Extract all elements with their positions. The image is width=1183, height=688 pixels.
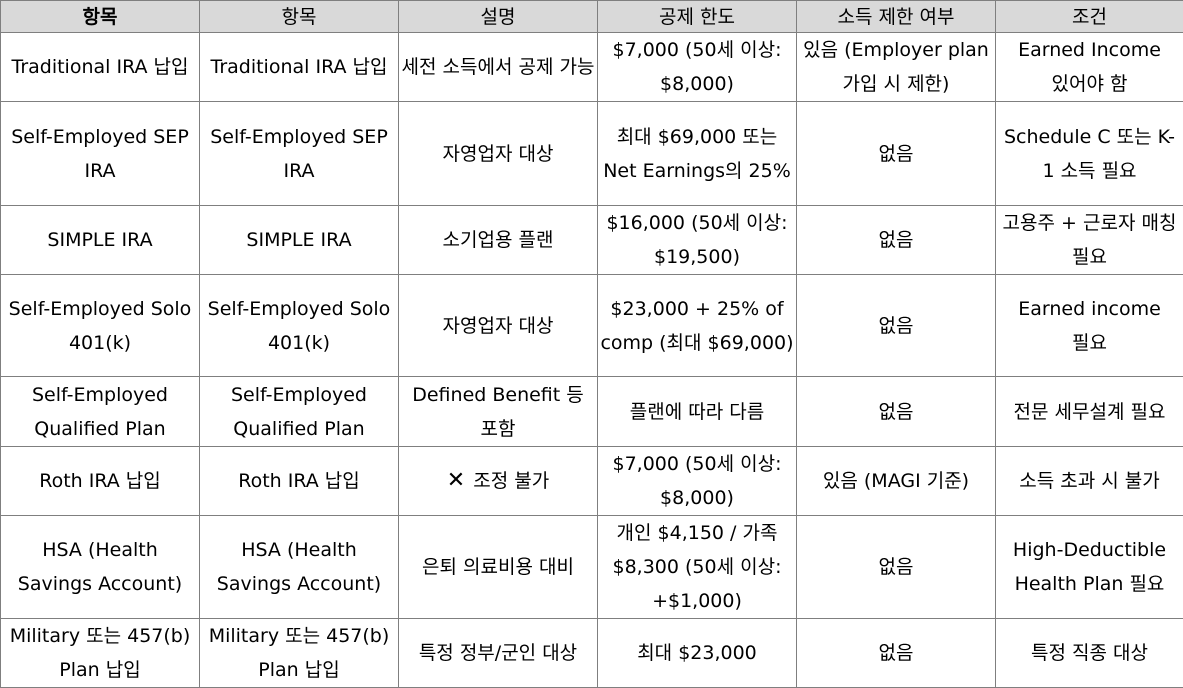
cell-income-limit: 없음 xyxy=(797,102,996,206)
cell-item: SIMPLE IRA xyxy=(1,206,200,275)
header-row: 항목 항목 설명 공제 한도 소득 제한 여부 조건 xyxy=(1,1,1183,33)
table-row: HSA (Health Savings Account) HSA (Health… xyxy=(1,516,1183,619)
cell-item: Military 또는 457(b) Plan 납입 xyxy=(200,619,399,688)
cell-item: Self-Employed Solo 401(k) xyxy=(200,275,399,377)
cell-item: Self-Employed Qualified Plan xyxy=(1,377,200,447)
cell-description: 은퇴 의료비용 대비 xyxy=(399,516,598,619)
cell-income-limit: 있음 (MAGI 기준) xyxy=(797,447,996,516)
cell-condition: 소득 초과 시 불가 xyxy=(996,447,1183,516)
cell-description: 특정 정부/군인 대상 xyxy=(399,619,598,688)
cell-description: 자영업자 대상 xyxy=(399,102,598,206)
cell-condition: Earned income 필요 xyxy=(996,275,1183,377)
header-item: 항목 xyxy=(200,1,399,33)
table-row: Roth IRA 납입 Roth IRA 납입 ✕ 조정 불가 $7,000 (5… xyxy=(1,447,1183,516)
cell-item: Military 또는 457(b) Plan 납입 xyxy=(1,619,200,688)
cell-deduction-limit: 최대 $23,000 xyxy=(598,619,797,688)
cell-deduction-limit: 플랜에 따라 다름 xyxy=(598,377,797,447)
cell-item: HSA (Health Savings Account) xyxy=(1,516,200,619)
cell-deduction-limit: $23,000 + 25% of comp (최대 $69,000) xyxy=(598,275,797,377)
cell-description: 자영업자 대상 xyxy=(399,275,598,377)
cell-condition: High-Deductible Health Plan 필요 xyxy=(996,516,1183,619)
cell-deduction-limit: $16,000 (50세 이상: $19,500) xyxy=(598,206,797,275)
header-deduction-limit: 공제 한도 xyxy=(598,1,797,33)
cell-condition: 특정 직종 대상 xyxy=(996,619,1183,688)
cell-deduction-limit: $7,000 (50세 이상: $8,000) xyxy=(598,33,797,102)
cell-item: HSA (Health Savings Account) xyxy=(200,516,399,619)
cell-item: Self-Employed SEP IRA xyxy=(200,102,399,206)
table-row: Self-Employed Qualified Plan Self-Employ… xyxy=(1,377,1183,447)
cell-deduction-limit: 개인 $4,150 / 가족 $8,300 (50세 이상: +$1,000) xyxy=(598,516,797,619)
cell-item: Traditional IRA 납입 xyxy=(200,33,399,102)
header-condition: 조건 xyxy=(996,1,1183,33)
cell-condition: 고용주 + 근로자 매칭 필요 xyxy=(996,206,1183,275)
header-description: 설명 xyxy=(399,1,598,33)
cell-condition: 전문 세무설계 필요 xyxy=(996,377,1183,447)
cell-item: Roth IRA 납입 xyxy=(1,447,200,516)
cell-item: Roth IRA 납입 xyxy=(200,447,399,516)
cell-condition: Earned Income 있어야 함 xyxy=(996,33,1183,102)
table-row: Traditional IRA 납입 Traditional IRA 납입 세전… xyxy=(1,33,1183,102)
cell-condition: Schedule C 또는 K-1 소득 필요 xyxy=(996,102,1183,206)
cell-deduction-limit: $7,000 (50세 이상: $8,000) xyxy=(598,447,797,516)
cell-item: Self-Employed SEP IRA xyxy=(1,102,200,206)
cell-description-text: 조정 불가 xyxy=(473,470,549,492)
cell-income-limit: 없음 xyxy=(797,377,996,447)
cell-description: 세전 소득에서 공제 가능 xyxy=(399,33,598,102)
cell-income-limit: 없음 xyxy=(797,619,996,688)
cross-icon: ✕ xyxy=(447,464,465,498)
cell-description: Defined Benefit 등 포함 xyxy=(399,377,598,447)
header-item-bold: 항목 xyxy=(1,1,200,33)
cell-item: SIMPLE IRA xyxy=(200,206,399,275)
cell-description: ✕ 조정 불가 xyxy=(399,447,598,516)
cell-income-limit: 없음 xyxy=(797,275,996,377)
table-row: SIMPLE IRA SIMPLE IRA 소기업용 플랜 $16,000 (5… xyxy=(1,206,1183,275)
cell-income-limit: 없음 xyxy=(797,516,996,619)
table-row: Self-Employed SEP IRA Self-Employed SEP … xyxy=(1,102,1183,206)
cell-description: 소기업용 플랜 xyxy=(399,206,598,275)
cell-item: Self-Employed Solo 401(k) xyxy=(1,275,200,377)
cell-deduction-limit: 최대 $69,000 또는 Net Earnings의 25% xyxy=(598,102,797,206)
cell-item: Self-Employed Qualified Plan xyxy=(200,377,399,447)
cell-item: Traditional IRA 납입 xyxy=(1,33,200,102)
table-row: Self-Employed Solo 401(k) Self-Employed … xyxy=(1,275,1183,377)
header-income-limit: 소득 제한 여부 xyxy=(797,1,996,33)
table-row: Military 또는 457(b) Plan 납입 Military 또는 4… xyxy=(1,619,1183,688)
cell-income-limit: 없음 xyxy=(797,206,996,275)
cell-income-limit: 있음 (Employer plan 가입 시 제한) xyxy=(797,33,996,102)
